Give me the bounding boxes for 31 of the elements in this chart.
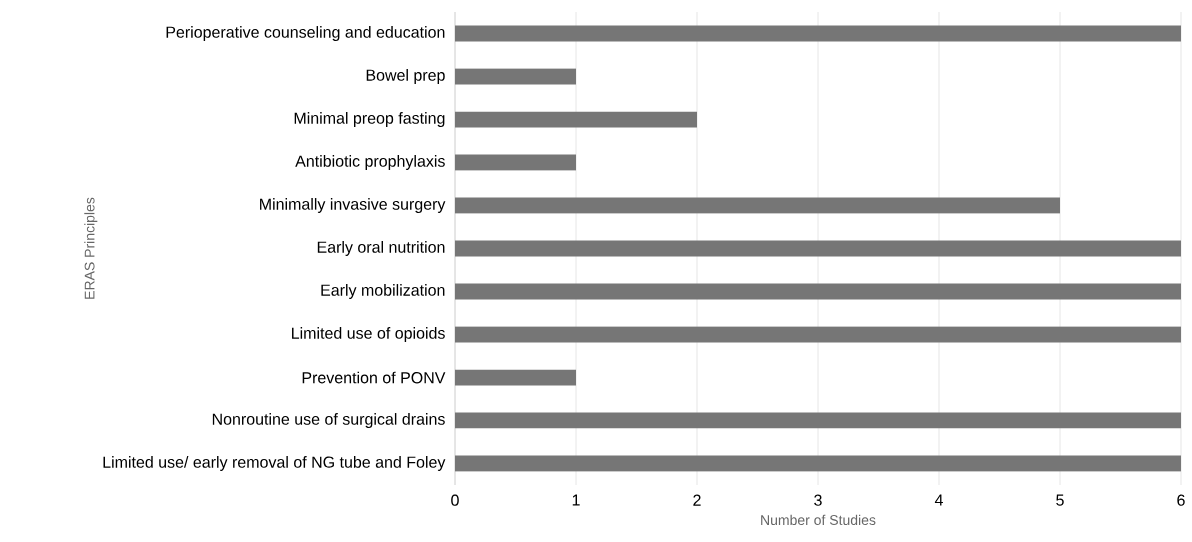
y-tick-label: Antibiotic prophylaxis xyxy=(295,155,445,170)
x-tick-label: 5 xyxy=(1056,494,1064,506)
y-axis-title: ERAS Principles xyxy=(84,197,98,299)
y-tick-label: Prevention of PONV xyxy=(302,371,446,384)
x-tick-label: 4 xyxy=(934,494,943,506)
bar xyxy=(455,412,1181,429)
y-tick-label: Minimally invasive surgery xyxy=(260,198,446,213)
x-tick-label: 0 xyxy=(451,494,459,506)
y-tick-label: Nonroutine use of surgical drains xyxy=(212,413,445,428)
y-tick-label: Perioperative counseling and education xyxy=(166,26,445,41)
y-tick-label: Limited use/ early removal of NG tube and Foley xyxy=(103,456,446,471)
x-tick-label: 1 xyxy=(572,494,580,506)
y-tick-label: Early oral nutrition xyxy=(317,241,445,256)
y-tick-label: Early mobilization xyxy=(321,284,445,299)
x-tick-label: 2 xyxy=(693,494,701,506)
y-tick-label: Limited use of opioids xyxy=(292,327,445,342)
x-tick-label: 3 xyxy=(814,494,822,506)
bar xyxy=(455,25,1181,42)
bar xyxy=(455,111,697,128)
bar xyxy=(455,283,1181,300)
bar xyxy=(455,326,1181,343)
x-tick-label: 6 xyxy=(1177,494,1185,506)
bar xyxy=(455,68,576,85)
y-tick-label: Minimal preop fasting xyxy=(294,112,445,127)
y-tick-label: Bowel prep xyxy=(366,69,445,84)
bar xyxy=(455,240,1181,257)
bar xyxy=(455,455,1181,472)
x-axis-title: Number of Studies xyxy=(761,514,876,526)
bar xyxy=(455,197,1060,214)
bar xyxy=(455,369,576,386)
bar xyxy=(455,154,576,171)
